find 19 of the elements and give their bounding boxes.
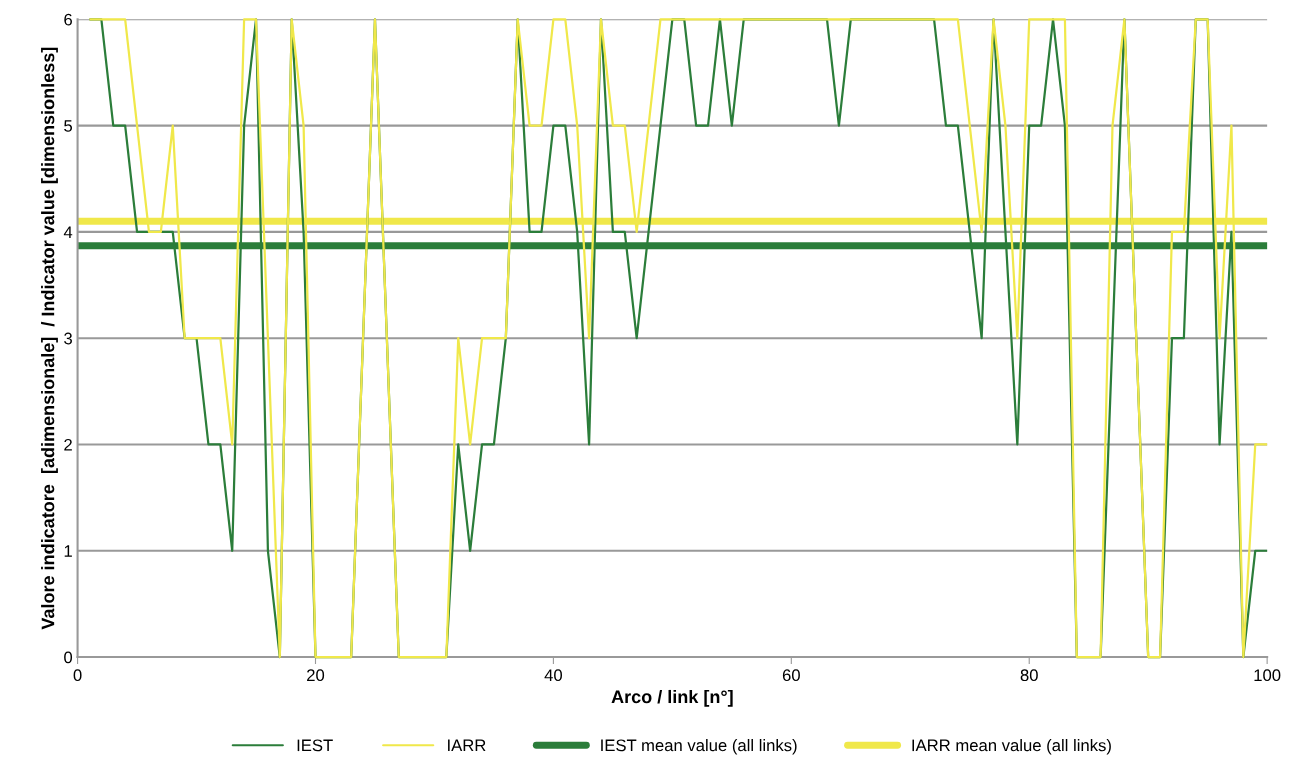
- y-tick-label: 4: [63, 226, 73, 238]
- y-axis-title: Valore indicatore [adimensionale] / Indicator value [dimensionless]: [41, 47, 58, 630]
- legend-label: IEST: [297, 739, 333, 752]
- legend-label: IEST mean value (all links): [601, 739, 797, 755]
- x-axis-title: Arco / link [n°]: [611, 689, 733, 707]
- y-tick-label: 2: [64, 438, 72, 451]
- y-tick-label: 5: [64, 120, 73, 132]
- y-tick-label: 0: [64, 651, 73, 664]
- legend-label: IARR: [448, 739, 486, 752]
- x-tick-label: 40: [544, 669, 563, 682]
- legend-label: IARR mean value (all links): [912, 739, 1111, 755]
- y-tick-label: 3: [64, 332, 72, 345]
- y-tick-label: 1: [64, 545, 72, 557]
- x-tick-label: 100: [1254, 669, 1281, 682]
- x-tick-label: 20: [307, 669, 325, 682]
- y-tick-label: 6: [64, 13, 72, 26]
- x-tick-label: 80: [1020, 669, 1038, 682]
- x-tick-label: 0: [73, 669, 82, 682]
- x-tick-label: 60: [782, 669, 800, 682]
